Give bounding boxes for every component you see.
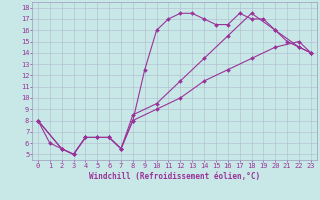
X-axis label: Windchill (Refroidissement éolien,°C): Windchill (Refroidissement éolien,°C) (89, 172, 260, 181)
